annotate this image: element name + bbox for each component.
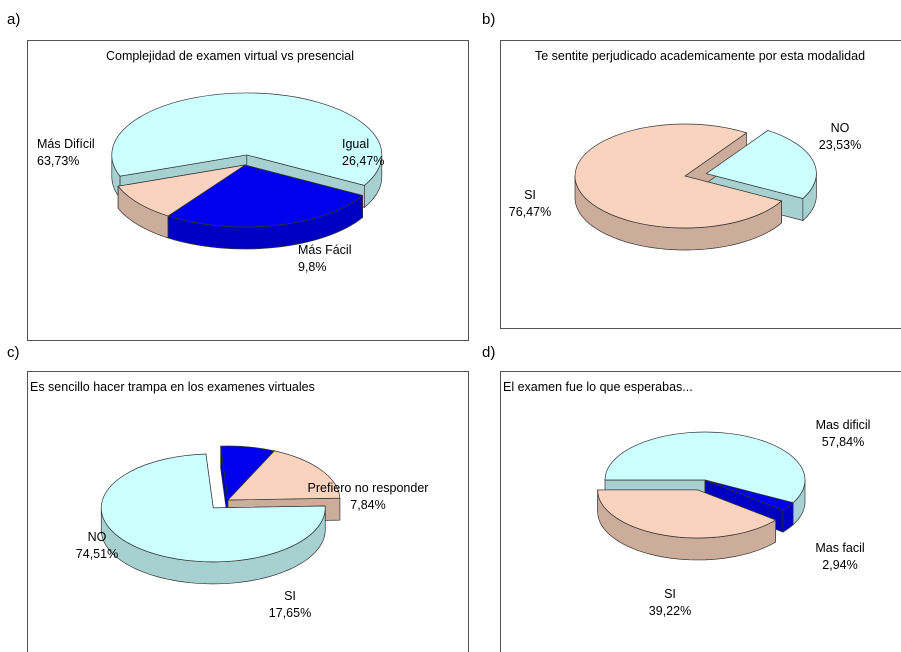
slice-b-si bbox=[574, 123, 783, 229]
slice-a-mas-facil bbox=[117, 164, 246, 217]
slice-label-b-si: SI 76,47% bbox=[509, 188, 551, 219]
panel-letter-d: d) bbox=[482, 344, 495, 361]
panel-frame-c bbox=[27, 371, 469, 652]
panel-frame-a bbox=[27, 40, 469, 341]
slice-c-no bbox=[100, 453, 326, 563]
slice-c-si bbox=[227, 450, 341, 501]
slice-d-si bbox=[597, 489, 777, 539]
slice-label-a-mas-facil: Más Fácil 9,8% bbox=[298, 243, 351, 274]
slice-label-a-mas-dificil: Más Difícil 63,73% bbox=[37, 137, 95, 168]
slice-d-mas-facil bbox=[704, 479, 794, 511]
chart-title-c: Es sencillo hacer trampa en los examenes… bbox=[30, 380, 315, 394]
panel-letter-a: a) bbox=[7, 11, 20, 28]
pie-chart-a: a) Complejidad de examen virtual vs prese… bbox=[7, 11, 469, 341]
pie-chart-c: c) Es sencillo hacer trampa en los examen… bbox=[7, 344, 469, 652]
panel-letter-c: c) bbox=[7, 344, 20, 361]
pie-chart-b: b) Te sentite perjudicado academicamente … bbox=[482, 11, 901, 329]
slice-d-mas-dificil bbox=[604, 431, 806, 504]
slice-label-b-no: NO 23,53% bbox=[819, 121, 861, 152]
slice-a-igual bbox=[167, 164, 364, 228]
panel-frame-d bbox=[500, 371, 901, 652]
chart-title-b: Te sentite perjudicado academicamente po… bbox=[535, 49, 865, 63]
slice-label-c-prefiero-no-responder: Prefiero no responder 7,84% bbox=[308, 481, 429, 512]
slice-label-d-mas-dificil: Mas dificil 57,84% bbox=[816, 418, 871, 449]
slice-label-a-igual: Igual 26,47% bbox=[342, 137, 384, 168]
panel-frame-b bbox=[500, 40, 901, 329]
slice-b-no bbox=[705, 130, 817, 199]
slice-label-c-no: NO 74,51% bbox=[76, 530, 118, 561]
slice-label-c-si: SI 17,65% bbox=[269, 589, 311, 620]
slice-label-d-si: SI 39,22% bbox=[649, 587, 691, 618]
chart-title-a: Complejidad de examen virtual vs presenc… bbox=[106, 49, 354, 63]
panel-letter-b: b) bbox=[482, 11, 495, 28]
chart-title-d: El examen fue lo que esperabas... bbox=[503, 380, 693, 394]
pie-chart-d: d) El examen fue lo que esperabas... Mas d… bbox=[482, 344, 901, 652]
slice-a-mas-dificil bbox=[111, 92, 383, 186]
slice-label-d-mas-facil: Mas facil 2,94% bbox=[815, 541, 864, 572]
